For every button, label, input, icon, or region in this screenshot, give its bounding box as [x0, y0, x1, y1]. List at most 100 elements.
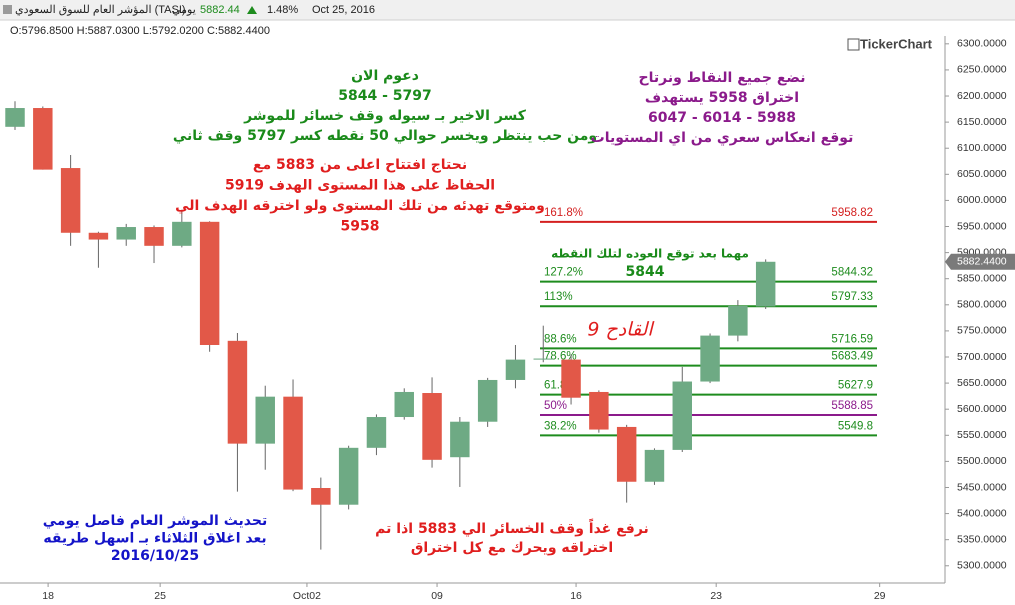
annotation-text: ومتوقع تهدئه من تلك المستوى ولو اخترقه ا…	[175, 198, 545, 214]
y-tick-label: 6150.0000	[957, 116, 1007, 128]
annotation-text: 5844 - 5797	[338, 88, 432, 104]
x-tick-label: 16	[570, 590, 582, 602]
brand-icon	[847, 38, 860, 51]
candle-body	[366, 417, 387, 448]
y-tick-label: 5800.0000	[957, 299, 1007, 311]
candle-body	[172, 221, 192, 246]
y-tick-label: 5400.0000	[957, 507, 1007, 519]
annotation-text: 2016/10/25	[111, 548, 199, 564]
candle-body	[199, 221, 220, 345]
fib-value: 5588.85	[831, 400, 873, 412]
candle-body	[616, 426, 637, 482]
annotation-text: الحفاظ على هذا المستوى الهدف 5919	[225, 178, 495, 194]
fib-label: 161.8%	[544, 207, 583, 219]
header-bar	[0, 0, 1015, 20]
annotation-text: مهما بعد توقع العوده لتلك النقطه	[551, 247, 749, 262]
x-tick-label: 09	[431, 590, 443, 602]
candle-body	[561, 359, 581, 398]
candle-body	[589, 391, 609, 430]
annotation-text: القادح 9	[587, 319, 655, 341]
candle-body	[477, 379, 498, 422]
annotation-text: تحديث الموشر العام فاصل يومي	[43, 513, 268, 529]
y-tick-label: 6000.0000	[957, 194, 1007, 206]
candle-body	[755, 261, 776, 307]
x-tick-label: Oct02	[293, 590, 321, 602]
y-tick-label: 5500.0000	[957, 455, 1007, 467]
y-tick-label: 5600.0000	[957, 403, 1007, 415]
fib-value: 5549.8	[838, 420, 873, 432]
candle-body	[644, 449, 665, 482]
candle-body	[60, 168, 81, 233]
header-icon	[3, 5, 12, 14]
x-tick-label: 23	[710, 590, 722, 602]
annotation-text: 6047 - 6014 - 5988	[648, 110, 796, 126]
candle-body	[700, 335, 720, 382]
change: 1.48%	[267, 4, 298, 16]
candle-body	[227, 340, 248, 444]
annotation-text: اختراق 5958 يستهدف	[645, 90, 799, 106]
annotation-text: نحتاج افتتاح اعلى من 5883 مع	[253, 157, 467, 173]
y-tick-label: 5350.0000	[957, 533, 1007, 545]
fib-label: 50%	[544, 400, 567, 412]
candle-body	[33, 108, 53, 170]
up-arrow	[247, 6, 257, 14]
candle-body	[5, 108, 25, 127]
candle-body	[672, 381, 692, 450]
y-tick-label: 5700.0000	[957, 351, 1007, 363]
y-tick-label: 6050.0000	[957, 168, 1007, 180]
fib-value: 5627.9	[838, 380, 873, 392]
annotation-text: 5844	[626, 264, 665, 280]
ohlc-text: O:5796.8500 H:5887.0300 L:5792.0200 C:58…	[10, 25, 270, 37]
candle-body	[422, 393, 442, 460]
y-tick-label: 6250.0000	[957, 64, 1007, 76]
annotation-text: دعوم الان	[351, 68, 419, 84]
candle-body	[88, 232, 109, 240]
annotation-text: توقع انعكاس سعري من اي المستويات	[591, 130, 854, 147]
candle-body	[394, 391, 414, 418]
date: Oct 25, 2016	[312, 4, 375, 16]
annotation-text: ومن حب ينتظر ويخسر حوالي 50 نقطه كسر 579…	[173, 128, 597, 144]
candle-body	[255, 396, 275, 444]
fib-value: 5683.49	[831, 351, 873, 363]
period: يومي	[172, 4, 196, 16]
candle-body	[533, 358, 553, 360]
last-price: 5882.44	[200, 4, 240, 16]
y-tick-label: 5650.0000	[957, 377, 1007, 389]
fib-value: 5844.32	[831, 267, 873, 279]
annotation-text: 5958	[341, 219, 380, 235]
fib-label: 113%	[544, 291, 573, 303]
price-tag	[945, 253, 1015, 270]
candle-body	[116, 227, 136, 240]
fib-label: 88.6%	[544, 333, 577, 345]
y-tick-label: 6100.0000	[957, 142, 1007, 154]
candle-body	[311, 488, 331, 505]
y-tick-label: 5550.0000	[957, 429, 1007, 441]
brand: TickerChart	[860, 36, 933, 51]
y-tick-label: 5850.0000	[957, 272, 1007, 284]
fib-value: 5716.59	[831, 333, 873, 345]
candle-body	[450, 421, 470, 458]
y-tick-label: 5750.0000	[957, 325, 1007, 337]
fib-value: 5958.82	[831, 207, 873, 219]
chart-title: المؤشر العام للسوق السعودي (TASI)	[15, 4, 186, 16]
candle-body	[505, 359, 526, 380]
fib-label: 38.2%	[544, 420, 577, 432]
y-tick-label: 5300.0000	[957, 560, 1007, 572]
annotation-text: نرفع غداً وقف الخسائر الي 5883 اذا تم	[375, 518, 649, 537]
y-tick-label: 6300.0000	[957, 38, 1007, 50]
y-tick-label: 6200.0000	[957, 90, 1007, 102]
x-tick-label: 25	[154, 590, 166, 602]
fib-value: 5797.33	[831, 291, 873, 303]
annotation-text: بعد اغلاق الثلاثاء بـ اسهل طريقه	[43, 531, 266, 547]
annotation-text: نضع جميع النقاط ونرتاح	[639, 70, 806, 86]
y-tick-label: 5950.0000	[957, 220, 1007, 232]
x-tick-label: 29	[874, 590, 886, 602]
x-tick-label: 18	[42, 590, 54, 602]
candle-body	[338, 447, 359, 505]
candle-body	[728, 305, 748, 336]
annotation-text: كسر الاخير بـ سيوله وقف خسائر للموشر	[243, 108, 527, 124]
fib-label: 127.2%	[544, 267, 583, 279]
candle-body	[144, 227, 164, 246]
